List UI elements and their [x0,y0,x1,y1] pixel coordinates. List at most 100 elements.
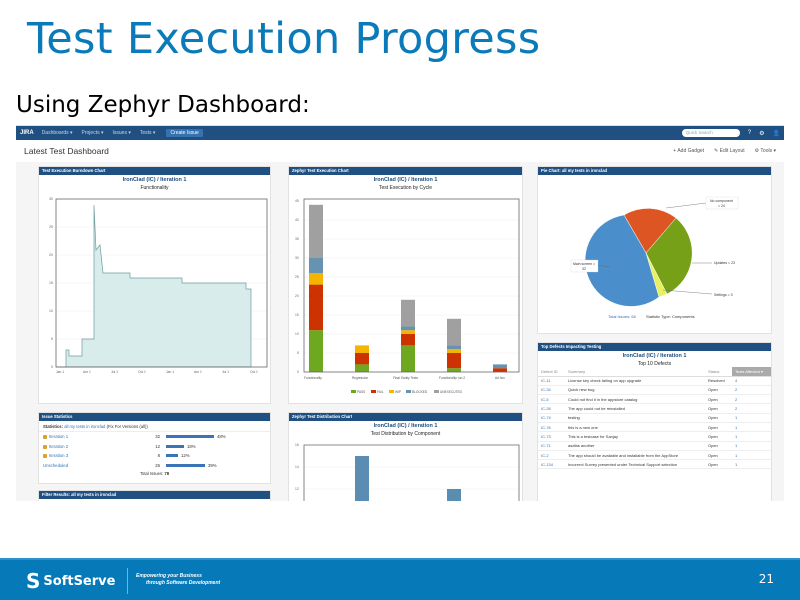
edit-layout-button[interactable]: ✎ Edit Layout [714,148,745,154]
tests-affected-link[interactable]: 1 [732,441,771,451]
jira-logo[interactable]: JIRA [20,130,34,136]
defect-summary: The app could not be reinstalled [565,403,705,414]
defect-id-link[interactable]: IC-74 [538,413,565,424]
stat-bar [166,435,214,439]
component-pie-chart: Main screen =32 No component= 24 Updates… [570,196,739,319]
gadget-header[interactable]: Issue Statistics [39,413,270,421]
tagline-line-1: Empowering your Business [136,573,202,579]
tests-affected-link[interactable]: 1 [732,422,771,433]
gadget-header[interactable]: Test Execution Burndown Chart [39,167,270,175]
tagline: Empowering your Business through Softwar… [136,573,220,587]
defect-id-link[interactable]: IC-11 [538,376,565,386]
defect-id-link[interactable]: IC-5 [538,394,565,405]
version-link[interactable]: Iteration 2 [49,443,69,449]
tests-affected-link[interactable]: 1 [732,413,771,424]
stat-bar [166,454,178,458]
svg-text:10: 10 [49,309,53,313]
defect-summary: asdfas another [565,441,705,451]
svg-text:15: 15 [49,281,53,285]
filter-link[interactable]: all my tests in ironclad [64,424,106,429]
version-link[interactable]: Unscheduled [43,462,69,468]
gadget-header[interactable]: Top Defects Impacting Testing [538,343,771,351]
execution-gadget: Zephyr Test Execution Chart IronClad (IC… [288,166,523,404]
nav-tests[interactable]: Tests ▾ [139,130,156,136]
svg-text:Settings = 3: Settings = 3 [714,293,733,297]
stat-percent: 39% [208,462,217,468]
svg-text:30: 30 [295,256,299,260]
footer-divider [127,568,128,594]
defect-summary: License key check failing on app upgrade [565,376,705,386]
tests-affected-link[interactable]: 1 [732,450,771,461]
distribution-gadget: Zephyr Test Distribution Chart IronClad … [288,412,523,501]
tests-affected-link[interactable]: 2 [732,394,771,405]
defect-id-link[interactable]: IC-2 [538,450,565,461]
quick-search-input[interactable]: Quick Search [681,129,740,137]
col-status[interactable]: Status [705,367,732,377]
svg-text:No component: No component [710,199,733,203]
col-defect-id[interactable]: Defect ID [538,367,565,377]
svg-text:32: 32 [582,267,586,271]
defect-id-link[interactable]: IC-26 [538,403,565,414]
nav-projects[interactable]: Projects ▾ [81,130,104,136]
defect-id-link[interactable]: IC-73 [538,431,565,442]
issue-statistics-gadget: Issue Statistics Statistics: all my test… [38,412,271,484]
defect-summary: The app should be available and installa… [565,450,705,461]
burndown-gadget: Test Execution Burndown Chart IronClad (… [38,166,271,404]
col-summary[interactable]: Summary [565,367,705,377]
version-link[interactable]: Iteration 1 [49,434,69,440]
svg-text:10: 10 [295,332,299,336]
execution-bar-chart: 45 40 35 30 25 20 15 10 5 0 [295,198,520,394]
svg-text:15: 15 [295,313,299,317]
tests-affected-link[interactable]: 1 [732,431,771,442]
tests-affected-link[interactable]: 4 [732,376,771,386]
defect-id-link[interactable]: IC-76 [538,422,565,433]
defect-summary: testing [565,413,705,424]
svg-text:WIP: WIP [395,390,401,394]
defect-summary: this is a new one [565,422,705,433]
svg-text:Jul 1: Jul 1 [111,370,118,373]
total-issues: Total Issues: 78 [39,471,270,476]
table-row: IC-11 License key check failing on app up… [538,376,771,386]
gadget-header[interactable]: Zephyr Test Distribution Chart [289,413,522,421]
svg-text:Regression: Regression [352,376,368,380]
defect-id-link[interactable]: IC-71 [538,441,565,451]
stat-row: Unscheduled 26 39% [39,461,270,471]
svg-text:Functionality run 2: Functionality run 2 [439,376,465,380]
user-avatar-icon[interactable]: 👤 [772,130,780,137]
svg-text:25: 25 [49,225,53,229]
tests-affected-link[interactable]: 2 [732,385,771,396]
version-icon [43,444,47,449]
svg-text:40: 40 [295,218,299,222]
svg-text:25: 25 [295,275,299,279]
add-gadget-button[interactable]: + Add Gadget [673,148,705,154]
svg-text:Updates = 23: Updates = 23 [714,261,735,265]
gear-icon[interactable]: ⚙ [759,130,765,137]
gadget-header[interactable]: Zephyr Test Execution Chart [289,167,522,175]
version-link[interactable]: Iteration 3 [49,453,69,459]
version-icon [43,454,47,459]
stat-percent: 12% [181,453,190,459]
gadget-header[interactable]: Filter Results: all my tests in ironclad [39,491,270,499]
nav-dashboards[interactable]: Dashboards ▾ [41,130,73,136]
nav-issues[interactable]: Issues ▾ [112,130,131,136]
distribution-bar-chart: 16 14 12 [295,443,520,501]
tools-menu-button[interactable]: ⚙ Tools ▾ [754,148,776,154]
gadget-header[interactable]: Pie Chart: all my tests in ironclad [538,167,771,175]
gadget-subtitle: IronClad (IC) / Iteration 1 [373,177,438,183]
defect-status: Open [705,413,732,424]
defect-status: Open [705,459,732,470]
stat-row: Iteration 1 32 48% [39,432,270,442]
col-tests-affected[interactable]: Tests Affected ▾ [732,367,771,377]
statistics-line: Statistics: all my tests in ironclad (Fi… [39,421,270,432]
tests-affected-link[interactable]: 2 [732,403,771,414]
tests-affected-link[interactable]: 1 [732,459,771,470]
create-issue-button[interactable]: Create Issue [166,129,203,137]
gadget-subtitle: IronClad (IC) / Iteration 1 [122,177,187,183]
defect-id-link[interactable]: IC-134 [538,459,565,470]
softserve-logo: S SoftServe [26,569,115,593]
filter-results-gadget: Filter Results: all my tests in ironclad [38,490,271,501]
page-number: 21 [758,572,774,586]
help-icon[interactable]: ? [747,130,752,136]
defect-id-link[interactable]: IC-34 [538,385,565,396]
